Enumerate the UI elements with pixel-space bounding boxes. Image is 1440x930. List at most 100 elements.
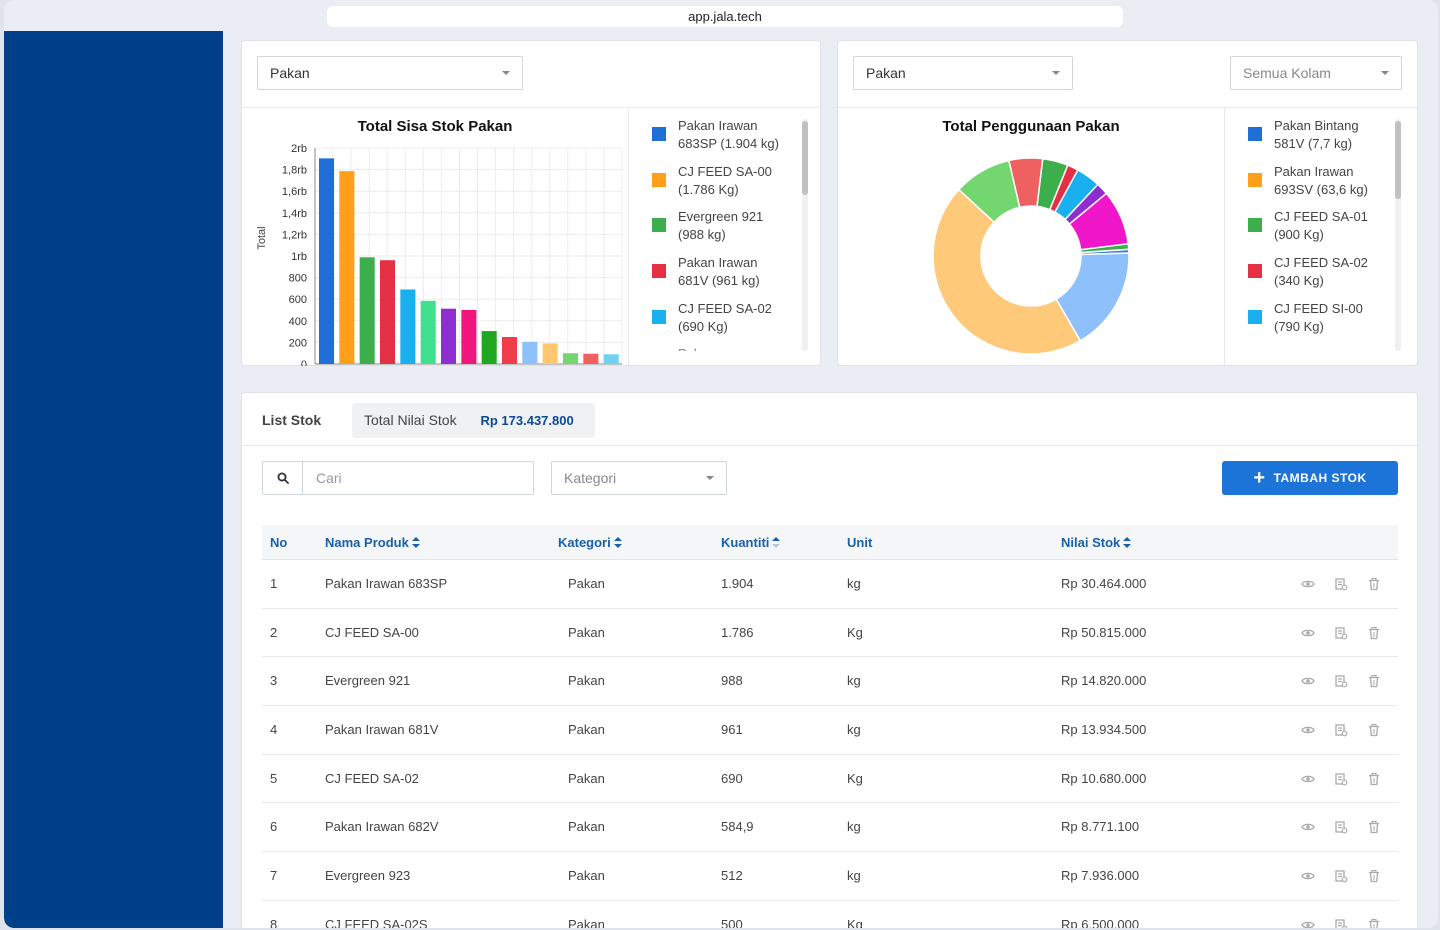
- cell-quantity: 584,9: [721, 819, 754, 835]
- legend-label: Pakan Bintang 581V (7,7 kg): [1274, 118, 1359, 151]
- bar-5[interactable]: [400, 289, 416, 364]
- divider: [838, 107, 1417, 108]
- search-icon[interactable]: [263, 462, 303, 494]
- bar-1[interactable]: [319, 158, 335, 364]
- sort-asc-icon[interactable]: [772, 536, 781, 549]
- view-icon[interactable]: [1301, 820, 1315, 834]
- bar-6[interactable]: [420, 300, 436, 364]
- search-input[interactable]: [304, 462, 532, 494]
- bar-11[interactable]: [522, 341, 538, 364]
- legend-item[interactable]: Pakan Irawan 683SP (1.904 kg): [652, 117, 802, 163]
- stock-chart-title: Total Sisa Stok Pakan: [357, 118, 513, 135]
- history-icon[interactable]: [1334, 820, 1348, 834]
- bar-3[interactable]: [359, 257, 375, 364]
- view-icon[interactable]: [1301, 869, 1315, 883]
- usage-legend-scrollbar[interactable]: [1395, 119, 1401, 351]
- y-axis-label: Total: [256, 226, 268, 249]
- add-stock-button[interactable]: + TAMBAH STOK: [1222, 461, 1398, 495]
- cell-no: 6: [270, 819, 278, 835]
- legend-item[interactable]: CJ FEED SA-02 (340 Kg): [1248, 254, 1398, 300]
- trash-icon[interactable]: [1367, 820, 1381, 834]
- cell-product-name: CJ FEED SA-00: [325, 624, 419, 640]
- column-header-category[interactable]: Kategori: [558, 525, 622, 560]
- history-icon[interactable]: [1334, 674, 1348, 688]
- legend-item[interactable]: Pakan Irawan 693SV (63,6 kg): [1248, 163, 1398, 209]
- cell-category: Pakan: [568, 868, 605, 884]
- history-icon[interactable]: [1334, 869, 1348, 883]
- scrollbar-thumb[interactable]: [802, 121, 808, 195]
- cell-stock-value: Rp 14.820.000: [1061, 673, 1147, 689]
- table-row[interactable]: 2 CJ FEED SA-00 Pakan 1.786 Kg Rp 50.815.000: [262, 609, 1398, 658]
- history-icon[interactable]: [1334, 772, 1348, 786]
- history-icon[interactable]: [1334, 723, 1348, 737]
- bar-10[interactable]: [502, 337, 518, 364]
- trash-icon[interactable]: [1367, 674, 1381, 688]
- view-icon[interactable]: [1301, 723, 1315, 737]
- bar-7[interactable]: [441, 308, 457, 364]
- legend-item[interactable]: Pakan Bintang 581V (7,7 kg): [1248, 117, 1398, 163]
- sort-icon[interactable]: [613, 536, 622, 549]
- legend-item[interactable]: CJ FEED SA-01 (900 Kg): [1248, 208, 1398, 254]
- bar-4[interactable]: [380, 260, 396, 364]
- column-header-no[interactable]: No: [270, 535, 288, 550]
- bar-13[interactable]: [563, 353, 579, 364]
- table-row[interactable]: 5 CJ FEED SA-02 Pakan 690 Kg Rp 10.680.000: [262, 755, 1398, 804]
- column-header-stock-value[interactable]: Nilai Stok: [1061, 525, 1132, 560]
- history-icon[interactable]: [1334, 626, 1348, 640]
- trash-icon[interactable]: [1367, 577, 1381, 591]
- bar-2[interactable]: [339, 171, 355, 364]
- bar-15[interactable]: [603, 354, 619, 364]
- search-field[interactable]: [262, 461, 534, 495]
- legend-item[interactable]: CJ FEED SA-02 (690 Kg): [652, 300, 802, 346]
- bar-12[interactable]: [542, 343, 558, 364]
- cell-unit: kg: [847, 673, 861, 689]
- trash-icon[interactable]: [1367, 869, 1381, 883]
- chevron-down-icon: [1052, 71, 1060, 75]
- donut-slice-11[interactable]: [1008, 157, 1044, 209]
- trash-icon[interactable]: [1367, 723, 1381, 737]
- usage-category-value: Pakan: [866, 65, 906, 81]
- url-bar[interactable]: app.jala.tech: [327, 6, 1123, 27]
- usage-category-select[interactable]: Pakan: [853, 56, 1073, 90]
- stock-table: No Nama Produk Kategori Kuantiti Unit Ni…: [262, 525, 1398, 928]
- sort-icon[interactable]: [411, 536, 420, 549]
- table-row[interactable]: 7 Evergreen 923 Pakan 512 kg Rp 7.936.000: [262, 852, 1398, 901]
- table-row[interactable]: 4 Pakan Irawan 681V Pakan 961 kg Rp 13.934.50…: [262, 706, 1398, 755]
- view-icon[interactable]: [1301, 918, 1315, 928]
- donut-slice-9[interactable]: [932, 188, 1082, 355]
- legend-item[interactable]: Evergreen 921 (988 kg): [652, 208, 802, 254]
- table-row[interactable]: 6 Pakan Irawan 682V Pakan 584,9 kg Rp 8.771.1…: [262, 803, 1398, 853]
- cell-category: Pakan: [568, 770, 605, 786]
- table-row[interactable]: 3 Evergreen 921 Pakan 988 kg Rp 14.820.000: [262, 657, 1398, 707]
- column-header-unit[interactable]: Unit: [847, 535, 873, 550]
- trash-icon[interactable]: [1367, 772, 1381, 786]
- legend-item[interactable]: Pakan Irawan 681V (961 kg): [652, 254, 802, 300]
- trash-icon[interactable]: [1367, 918, 1381, 928]
- sort-icon[interactable]: [1123, 536, 1132, 549]
- cell-quantity: 500: [721, 916, 743, 928]
- cell-no: 4: [270, 722, 278, 738]
- view-icon[interactable]: [1301, 626, 1315, 640]
- view-icon[interactable]: [1301, 577, 1315, 591]
- view-icon[interactable]: [1301, 772, 1315, 786]
- table-row[interactable]: 1 Pakan Irawan 683SP Pakan 1.904 kg Rp 30.464…: [262, 560, 1398, 609]
- stock-category-select[interactable]: Pakan: [257, 56, 523, 90]
- view-icon[interactable]: [1301, 674, 1315, 688]
- bar-14[interactable]: [583, 353, 599, 364]
- stock-legend-scrollbar[interactable]: [802, 119, 808, 351]
- y-tick-label: 1,4rb: [282, 208, 307, 220]
- legend-item[interactable]: CJ FEED SI-00 (790 Kg): [1248, 300, 1398, 346]
- scrollbar-thumb[interactable]: [1395, 121, 1401, 199]
- column-header-product[interactable]: Nama Produk: [325, 525, 420, 560]
- bar-8[interactable]: [461, 310, 477, 364]
- column-header-quantity[interactable]: Kuantiti: [721, 525, 781, 560]
- history-icon[interactable]: [1334, 577, 1348, 591]
- category-filter-select[interactable]: Kategori: [551, 461, 727, 495]
- trash-icon[interactable]: [1367, 626, 1381, 640]
- table-row[interactable]: 8 CJ FEED SA-02S Pakan 500 Kg Rp 6.500.000: [262, 901, 1398, 928]
- y-tick-label: 800: [289, 273, 307, 285]
- legend-item[interactable]: CJ FEED SA-00 (1.786 Kg): [652, 163, 802, 209]
- pond-select[interactable]: Semua Kolam: [1230, 56, 1402, 90]
- bar-9[interactable]: [481, 331, 497, 364]
- history-icon[interactable]: [1334, 918, 1348, 928]
